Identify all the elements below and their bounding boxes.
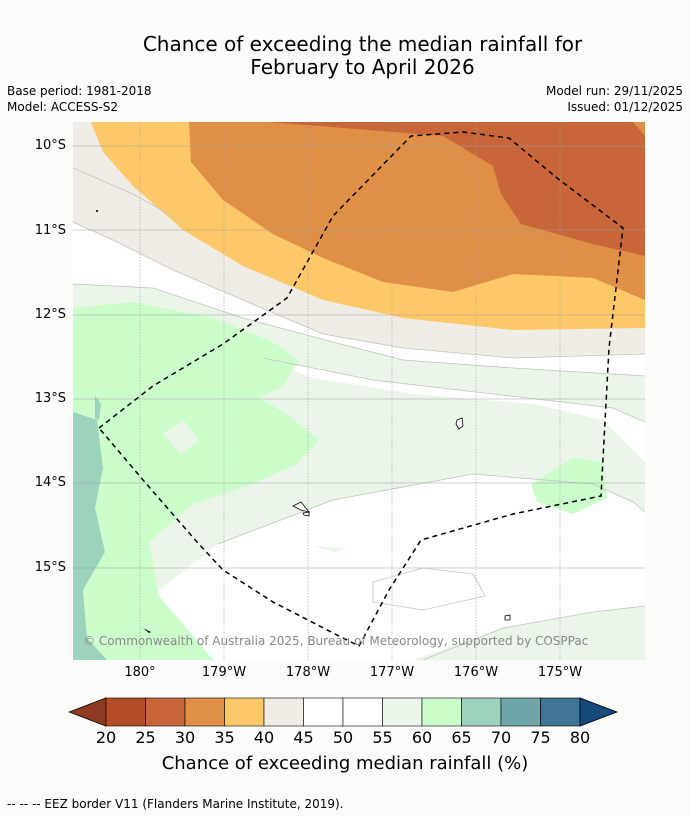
colorbar-tick-label: 30 — [174, 728, 196, 747]
lat-label: 15°S — [34, 560, 66, 575]
eez-legend: -- -- -- EEZ border V11 (Flanders Marine… — [7, 797, 344, 811]
colorbar-tick-label: 80 — [569, 728, 591, 747]
lon-label: 179°W — [201, 665, 247, 680]
colorbar-tick-label: 45 — [293, 728, 314, 747]
colorbar-segment — [382, 697, 423, 727]
probability-55-60-south — [423, 606, 645, 660]
colorbar-segment — [224, 697, 265, 727]
colorbar-under-arrow — [68, 697, 107, 727]
lat-label: 11°S — [34, 223, 66, 238]
colorbar — [68, 697, 619, 727]
probability-25-30 — [269, 122, 645, 256]
lon-label: 176°W — [453, 665, 499, 680]
probability-60-65-east — [531, 458, 607, 514]
map-title-line-2: February to April 2026 — [250, 55, 475, 79]
lat-label: 14°S — [34, 475, 66, 490]
copyright-notice: © Commonwealth of Australia 2025, Bureau… — [83, 634, 589, 648]
forecast-map — [73, 122, 645, 660]
probability-50-55-center — [149, 474, 645, 660]
lon-label: 175°W — [537, 665, 583, 680]
probability-55-60-strip — [313, 546, 347, 552]
colorbar-segment — [263, 697, 304, 727]
map-title-line-1: Chance of exceeding the median rainfall … — [142, 32, 583, 56]
colorbar-segment — [500, 697, 541, 727]
colorbar-segment — [303, 697, 344, 727]
island-west — [143, 628, 151, 633]
probability-65-70 — [73, 412, 107, 660]
island-wallis-small — [302, 511, 310, 517]
contour-lines — [73, 167, 645, 660]
colorbar-tick-label: 70 — [490, 728, 512, 747]
colorbar-tick-label: 35 — [214, 728, 235, 747]
probability-50-55-east — [263, 358, 645, 462]
base-period: Base period: 1981-2018 — [7, 84, 152, 98]
colorbar-tick-label: 40 — [253, 728, 275, 747]
colorbar-segment — [145, 697, 186, 727]
colorbar-over-arrow — [579, 697, 619, 727]
lon-label: 180° — [124, 665, 156, 680]
island-futuna — [504, 614, 511, 621]
colorbar-tick-label: 75 — [530, 728, 551, 747]
colorbar-tick-label: 20 — [95, 728, 117, 747]
island-north — [96, 210, 98, 212]
island-niuafoou — [455, 417, 464, 430]
eez-border — [97, 131, 624, 647]
graticule-lines — [73, 122, 645, 660]
probability-60-65-west — [73, 302, 319, 660]
colorbar-tick-label: 60 — [411, 728, 433, 747]
probability-65-70-spot — [95, 396, 101, 420]
colorbar-segment — [184, 697, 225, 727]
lat-label: 10°S — [34, 138, 66, 153]
colorbar-segment — [421, 697, 462, 727]
model-run: Model run: 29/11/2025 — [545, 84, 683, 98]
colorbar-tick-label: 65 — [451, 728, 472, 747]
colorbar-label: Chance of exceeding median rainfall (%) — [161, 753, 529, 774]
model-name: Model: ACCESS-S2 — [7, 100, 119, 114]
colorbar-segment — [342, 697, 383, 727]
issued-date: Issued: 01/12/2025 — [567, 100, 683, 114]
lat-label: 12°S — [34, 307, 66, 322]
probability-55-60-islet — [163, 420, 199, 454]
colorbar-segment — [105, 697, 146, 727]
probability-25-30-tip — [633, 122, 645, 136]
lon-label: 178°W — [285, 665, 331, 680]
colorbar-tick-label: 55 — [372, 728, 393, 747]
lon-label: 177°W — [369, 665, 415, 680]
colorbar-tick-label: 25 — [135, 728, 156, 747]
colorbar-segment — [461, 697, 502, 727]
lat-label: 13°S — [34, 391, 66, 406]
colorbar-tick-label: 50 — [332, 728, 354, 747]
colorbar-segment — [540, 697, 581, 727]
